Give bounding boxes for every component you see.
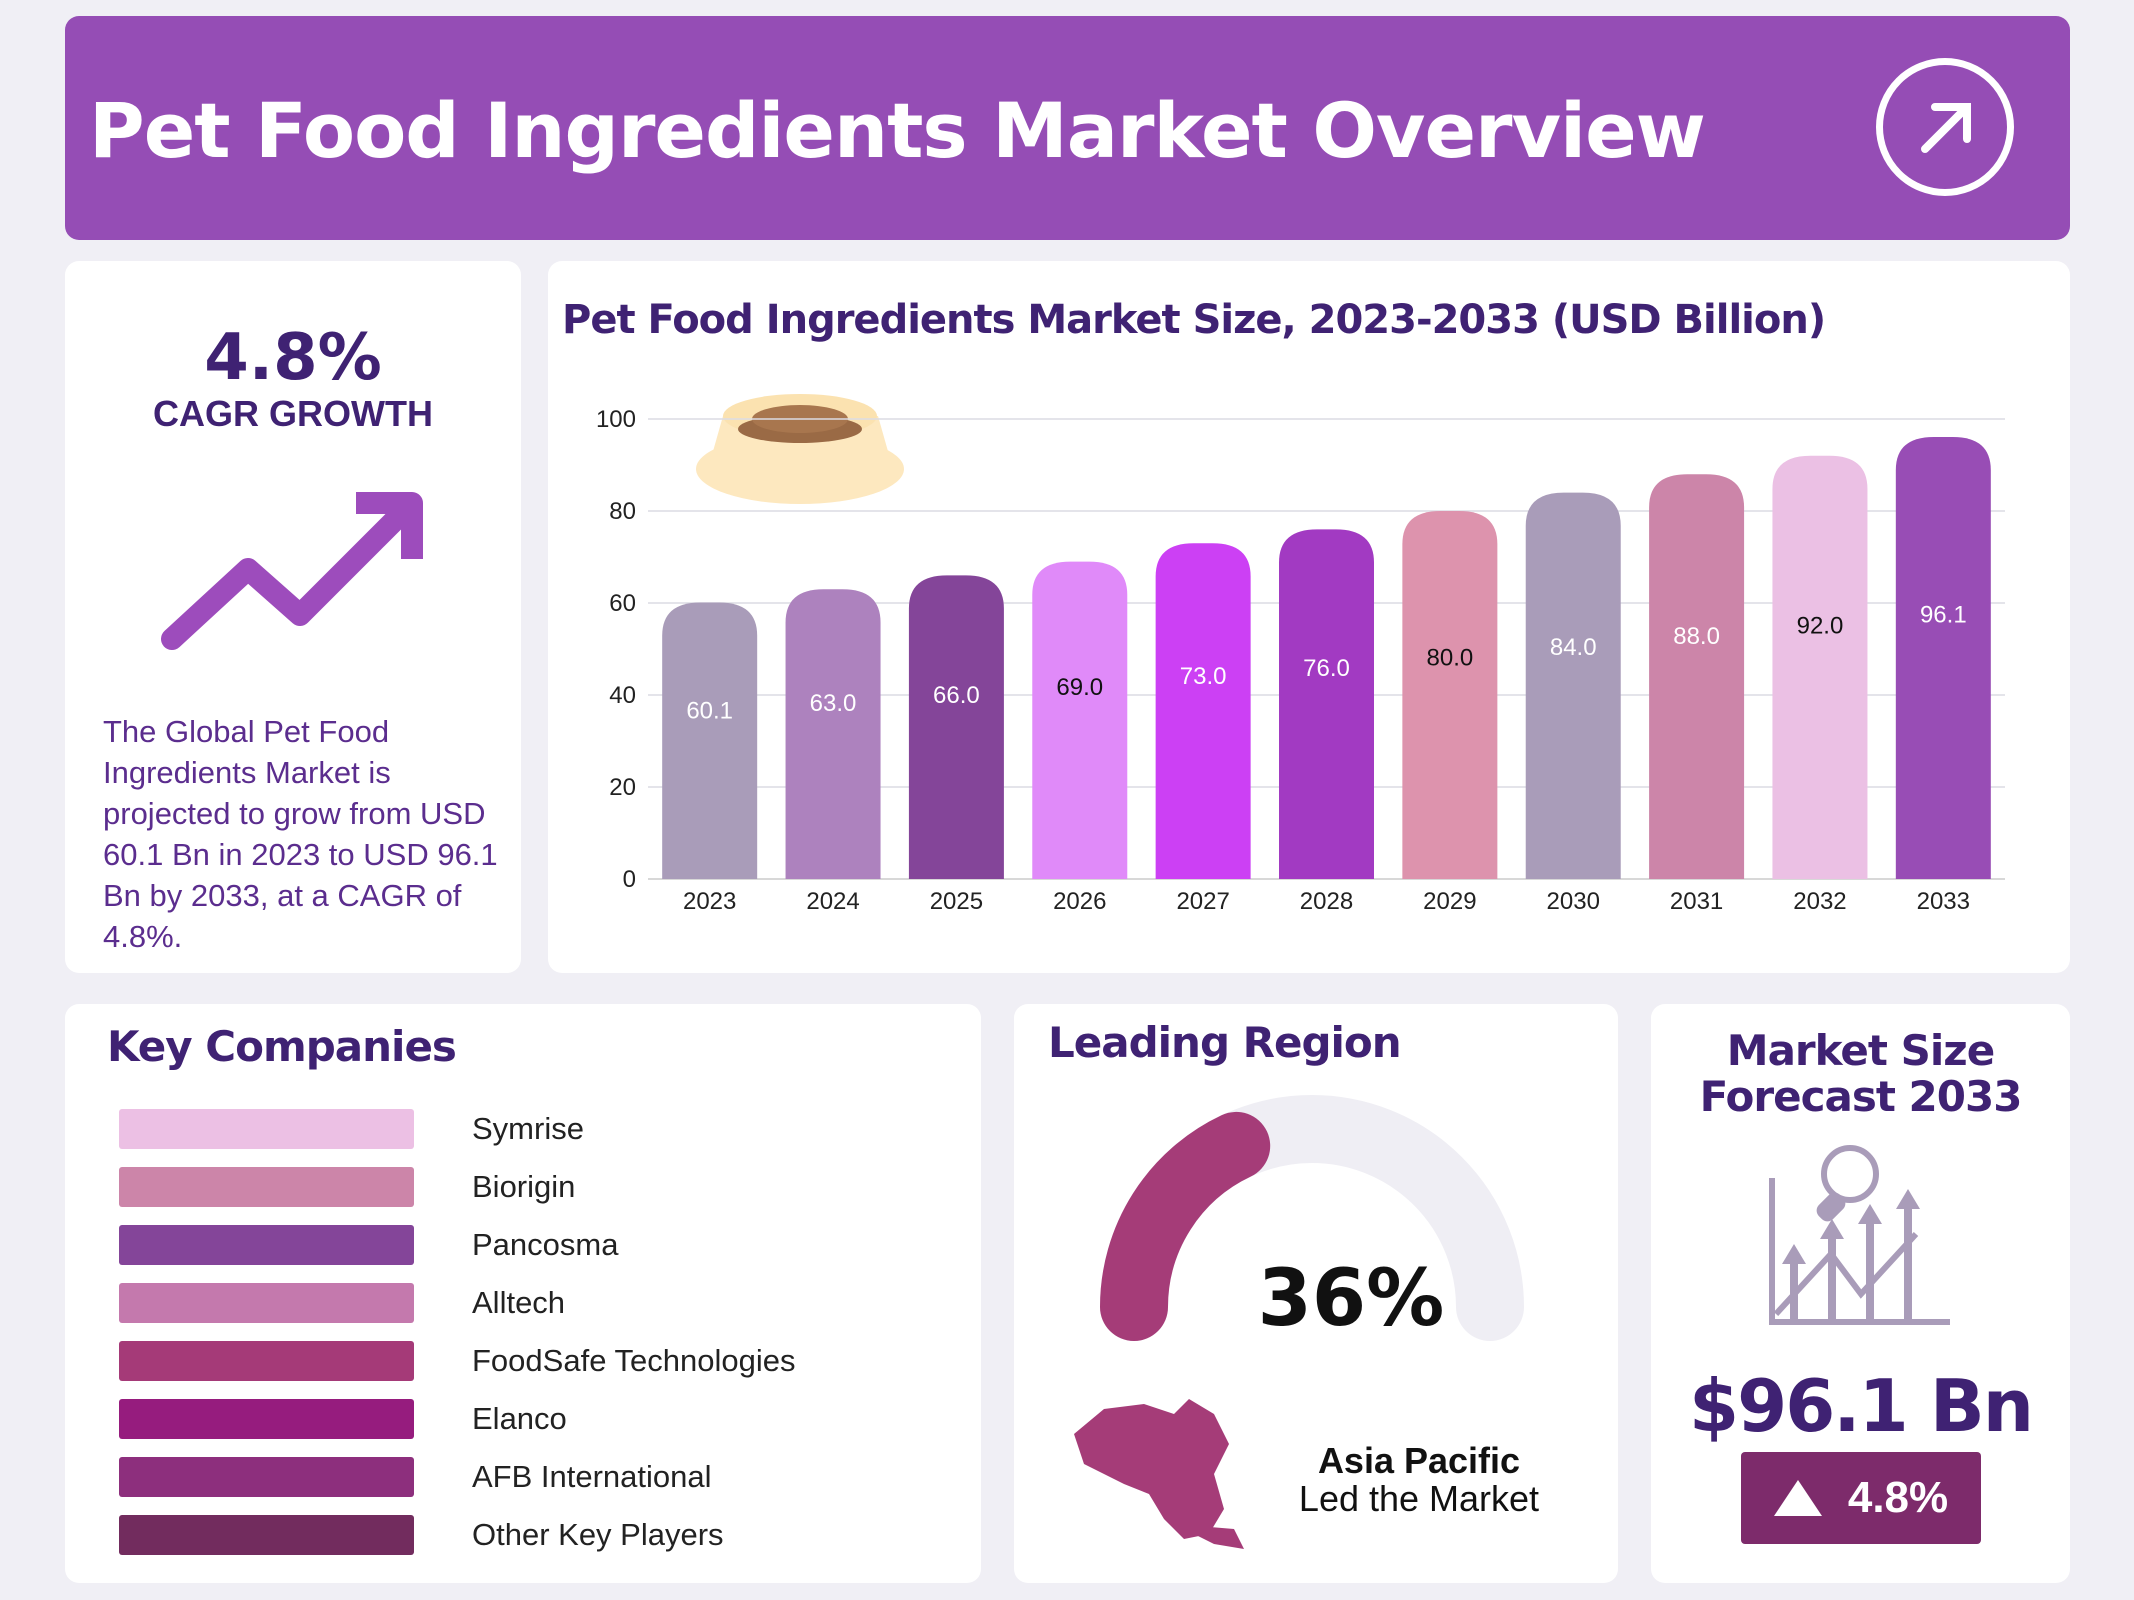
cagr-value: 4.8% (204, 321, 382, 395)
data-label: 96.1 (1920, 602, 1967, 629)
data-label: 69.0 (1056, 674, 1103, 701)
x-tick-label: 2025 (930, 888, 983, 915)
company-legend-item: Elanco (119, 1399, 567, 1439)
trend-up-arrow-icon (161, 492, 423, 650)
y-tick-label: 80 (609, 498, 636, 525)
region-share-value: 36% (1257, 1254, 1445, 1344)
company-name: Pancosma (472, 1227, 619, 1262)
x-tick-label: 2030 (1547, 888, 1600, 915)
x-tick-label: 2024 (806, 888, 859, 915)
data-label: 73.0 (1180, 663, 1227, 690)
company-color-swatch (119, 1457, 414, 1497)
region-share-gauge (1074, 1095, 1524, 1549)
x-tick-label: 2026 (1053, 888, 1106, 915)
header-banner: Pet Food Ingredients Market Overview (65, 16, 2070, 240)
chart-card: Pet Food Ingredients Market Size, 2023-2… (548, 261, 2070, 973)
data-label: 80.0 (1427, 645, 1474, 672)
company-legend-item: FoodSafe Technologies (119, 1341, 795, 1381)
company-color-swatch (119, 1283, 414, 1323)
chart-title: Pet Food Ingredients Market Size, 2023-2… (562, 297, 1826, 343)
company-color-swatch (119, 1399, 414, 1439)
cagr-description: The Global Pet Food Ingredients Market i… (103, 714, 498, 954)
bar-2029 (1402, 511, 1498, 879)
y-tick-label: 100 (596, 406, 636, 433)
leading-region-card: Leading Region 36% Asia Pacific Led the … (1014, 1004, 1618, 1583)
triangle-up-icon (1773, 1480, 1822, 1516)
data-label: 60.1 (686, 698, 733, 725)
data-label: 66.0 (933, 682, 980, 709)
company-name: Symrise (472, 1111, 584, 1146)
growth-badge: 4.8% (1741, 1452, 1981, 1544)
key-companies-card: Key Companies Symrise Biorigin Pancosma All… (65, 1004, 981, 1583)
forecast-title: Market Size Forecast 2033 (1651, 1028, 2070, 1120)
bar-2026 (1032, 561, 1128, 879)
x-tick-label: 2023 (683, 888, 736, 915)
x-tick-label: 2031 (1670, 888, 1723, 915)
region-title: Leading Region (1048, 1018, 1402, 1067)
bar-2032 (1772, 455, 1868, 879)
chart-magnifier-growth-icon (1769, 1145, 1950, 1325)
company-color-swatch (119, 1109, 414, 1149)
company-color-swatch (119, 1167, 414, 1207)
data-label: 76.0 (1303, 655, 1350, 682)
bar-chart: 0 20 40 60 80 100 60.1 2023 63.0 2024 66.0 2025 69.0… (596, 394, 2005, 915)
asia-pacific-map-icon (1074, 1399, 1244, 1549)
company-legend-item: Symrise (119, 1109, 584, 1149)
bar-2027 (1155, 543, 1251, 879)
y-tick-label: 20 (609, 774, 636, 801)
x-tick-label: 2027 (1176, 888, 1229, 915)
company-name: AFB International (472, 1459, 712, 1494)
bar-2033 (1895, 436, 1991, 879)
region-subtitle: Led the Market (1298, 1478, 1540, 1519)
cagr-label: CAGR GROWTH (153, 393, 433, 434)
company-legend-item: Other Key Players (119, 1515, 724, 1555)
company-legend-item: Pancosma (119, 1225, 618, 1265)
x-tick-label: 2029 (1423, 888, 1476, 915)
bar-2030 (1525, 492, 1621, 879)
company-legend-item: Alltech (119, 1283, 565, 1323)
bar-2024 (785, 589, 881, 879)
company-legend-item: Biorigin (119, 1167, 575, 1207)
x-tick-label: 2033 (1917, 888, 1970, 915)
forecast-value: $96.1 Bn (1689, 1364, 2034, 1448)
company-color-swatch (119, 1515, 414, 1555)
pet-food-bowl-icon (696, 394, 904, 504)
company-name: FoodSafe Technologies (472, 1343, 796, 1378)
company-color-swatch (119, 1341, 414, 1381)
growth-value: 4.8% (1847, 1473, 1949, 1522)
x-tick-label: 2028 (1300, 888, 1353, 915)
arrow-up-right-icon[interactable] (1876, 58, 2014, 196)
forecast-title-line1: Market Size (1726, 1026, 1995, 1075)
page-title: Pet Food Ingredients Market Overview (89, 86, 1706, 175)
data-label: 63.0 (810, 690, 857, 717)
data-label: 88.0 (1673, 623, 1720, 650)
x-tick-label: 2032 (1793, 888, 1846, 915)
data-label: 84.0 (1550, 634, 1597, 661)
market-size-forecast-card: Market Size Forecast 2033 $96.1 Bn 4.8% (1651, 1004, 2070, 1583)
y-tick-label: 0 (623, 866, 636, 893)
region-name: Asia Pacific (1317, 1440, 1521, 1481)
bar-2023 (662, 602, 758, 879)
y-tick-label: 40 (609, 682, 636, 709)
company-legend-item: AFB International (119, 1457, 712, 1497)
cagr-card: 4.8% CAGR GROWTH The Global Pet Food Ing… (65, 261, 521, 973)
companies-title: Key Companies (107, 1022, 457, 1071)
company-name: Alltech (472, 1285, 566, 1320)
bar-2031 (1649, 474, 1745, 879)
bar-2028 (1279, 529, 1374, 879)
company-name: Other Key Players (472, 1517, 724, 1552)
y-tick-label: 60 (609, 590, 636, 617)
company-name: Elanco (472, 1401, 567, 1436)
company-color-swatch (119, 1225, 414, 1265)
data-label: 92.0 (1797, 613, 1844, 640)
bar-2025 (908, 575, 1004, 879)
forecast-title-line2: Forecast 2033 (1699, 1072, 2023, 1121)
company-name: Biorigin (472, 1169, 576, 1204)
